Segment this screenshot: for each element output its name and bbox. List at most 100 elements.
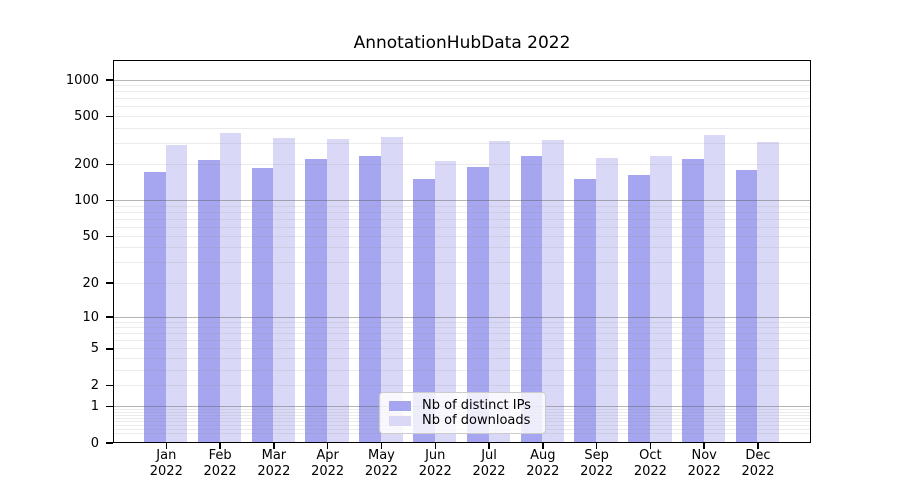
chart-title: AnnotationHubData 2022 [353,33,571,53]
bar-downloads [273,137,296,442]
x-axis-tick [542,443,544,449]
x-axis-tick-label: Nov 2022 [687,448,721,479]
x-axis-tick [380,443,383,449]
bar-downloads [542,139,565,442]
minor-gridline [114,235,810,237]
bar-distinct-ips [735,170,758,442]
minor-gridline [114,91,810,93]
x-axis-tick [757,443,759,449]
minor-gridline [114,348,810,350]
legend-item-distinct-ips: Nb of distinct IPs [389,398,536,413]
x-axis-tick-label: Dec 2022 [741,448,775,479]
y-axis-tick [106,199,113,202]
legend-label-downloads: Nb of downloads [422,413,531,428]
x-axis-tick [219,443,221,449]
bar-distinct-ips [520,156,543,442]
y-axis-tick [106,405,113,408]
minor-gridline [114,218,810,220]
bar-downloads [434,161,457,442]
bar-distinct-ips [305,158,328,442]
y-axis-tick-label: 500 [74,108,99,124]
x-axis-tick-label: Jan 2022 [149,448,183,479]
minor-gridline [114,282,810,284]
minor-gridline [114,106,810,108]
minor-gridline [114,127,810,129]
bar-distinct-ips [251,167,274,442]
legend-swatch-downloads [389,415,411,426]
x-axis-tick-label: Mar 2022 [257,448,291,479]
y-axis-tick-label: 10 [82,309,99,325]
bar-downloads [703,134,726,442]
y-axis-tick-label: 20 [82,275,99,291]
bar-downloads [327,139,349,442]
y-axis-tick-label: 200 [74,156,99,172]
bar-downloads [596,158,618,442]
y-axis-tick [106,163,113,166]
x-axis-tick-label: Oct 2022 [633,448,667,479]
x-axis-tick [595,443,598,449]
x-axis-tick [434,443,436,449]
bar-downloads [165,145,188,442]
plot-area [113,60,811,443]
bar-distinct-ips [574,178,597,442]
legend: Nb of distinct IPs Nb of downloads [379,392,546,434]
y-axis-tick-label: 1000 [65,72,99,88]
x-axis-tick-label: Aug 2022 [526,448,560,479]
bar-distinct-ips [359,155,381,442]
minor-gridline [114,262,810,264]
bar-downloads [380,136,403,442]
y-axis-tick [106,115,113,118]
x-axis-tick [326,443,329,449]
minor-gridline [114,142,810,144]
y-axis-tick [106,235,113,238]
bar-downloads [488,140,511,442]
y-axis-tick-label: 5 [90,341,99,357]
y-axis-tick [106,79,113,81]
major-gridline [114,79,810,81]
x-axis-tick [703,443,705,449]
y-axis-tick [106,384,113,387]
minor-gridline [114,211,810,213]
minor-gridline [114,247,810,249]
y-axis-tick-label: 100 [74,193,99,209]
x-axis-tick [649,443,652,449]
x-axis-tick [488,443,490,449]
x-axis-tick [165,443,168,449]
bar-distinct-ips [144,172,166,442]
y-axis-tick [106,442,113,444]
y-axis-tick-label: 50 [82,228,99,244]
y-axis-tick-label: 2 [90,377,99,393]
minor-gridline [114,98,810,100]
minor-gridline [114,85,810,87]
y-axis-tick [106,316,113,318]
y-axis-tick [106,348,113,350]
x-axis-tick-label: Sep 2022 [580,448,614,479]
x-axis-tick-label: Apr 2022 [311,448,345,479]
bar-distinct-ips [628,174,650,442]
bar-downloads [757,142,780,442]
x-axis-tick-label: Jul 2022 [472,448,506,479]
minor-gridline [114,357,810,359]
minor-gridline [114,226,810,228]
minor-gridline [114,115,810,117]
x-axis-tick-label: Jun 2022 [418,448,452,479]
major-gridline [114,316,810,318]
x-axis-tick [273,443,275,449]
bar-distinct-ips [682,158,704,442]
bar-distinct-ips [197,159,220,442]
legend-label-distinct-ips: Nb of distinct IPs [422,398,531,413]
legend-item-downloads: Nb of downloads [389,413,536,428]
bar-downloads [649,155,672,442]
minor-gridline [114,340,810,342]
bar-distinct-ips [466,166,489,442]
minor-gridline [114,333,810,335]
minor-gridline [114,163,810,165]
x-axis-tick-label: May 2022 [364,448,398,479]
bar-downloads [219,132,242,442]
x-axis-tick-label: Feb 2022 [203,448,237,479]
y-axis-tick-label: 1 [90,399,99,415]
y-axis-tick-label: 0 [90,435,99,451]
major-gridline [114,200,810,202]
y-axis-tick [106,282,113,284]
